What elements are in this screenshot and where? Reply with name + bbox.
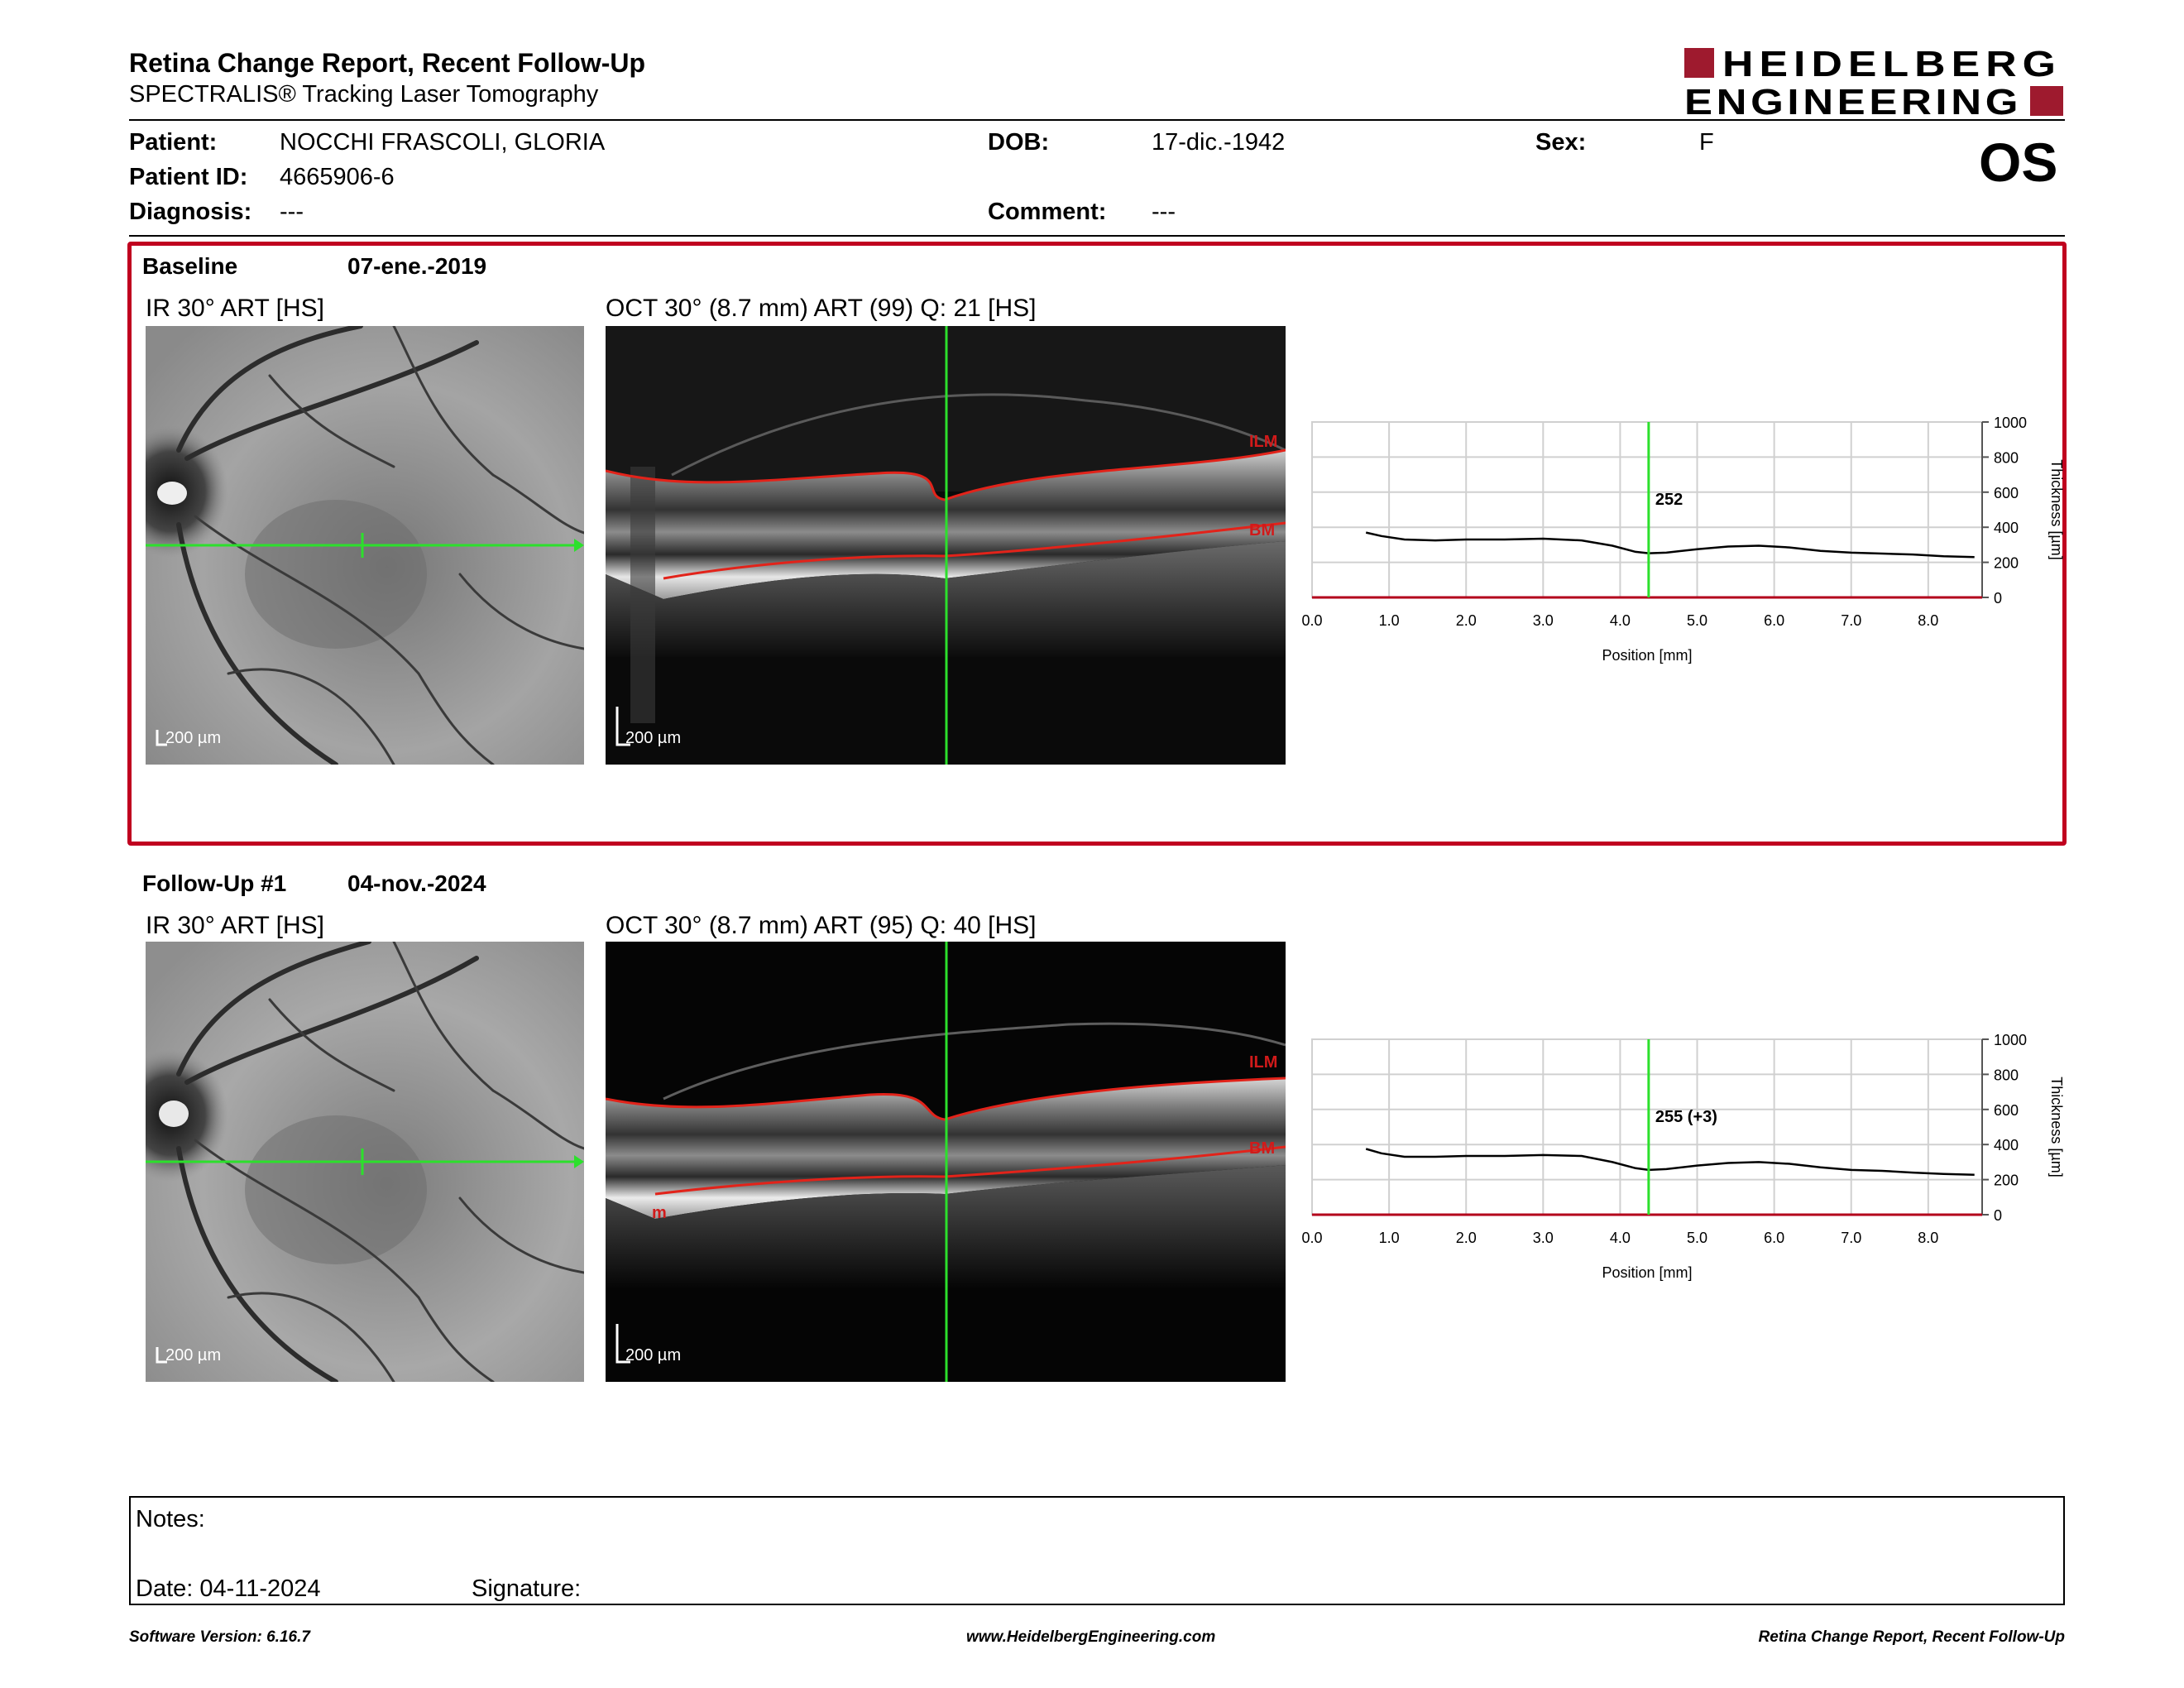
y-tick-label: 400: [1994, 1137, 2019, 1153]
y-tick-label: 0: [1994, 590, 2002, 607]
baseline-oct-image[interactable]: ILM BM 200 µm: [606, 326, 1286, 765]
x-tick-label: 7.0: [1841, 1230, 1861, 1246]
y-tick-label: 400: [1994, 520, 2019, 536]
followup-bm-label: BM: [1249, 1139, 1275, 1158]
y-tick-label: 600: [1994, 485, 2019, 501]
baseline-section: [127, 242, 2067, 846]
x-tick-label: 2.0: [1456, 612, 1477, 629]
x-tick-label: 0.0: [1301, 612, 1322, 629]
x-tick-label: 8.0: [1918, 612, 1938, 629]
baseline-label: Baseline: [142, 253, 238, 279]
followup-label: Follow-Up #1: [142, 870, 287, 896]
diagnosis-value: ---: [280, 199, 304, 225]
dob-value: 17-dic.-1942: [1152, 129, 1286, 156]
chart-grid: [1311, 421, 1983, 598]
thickness-line: [1365, 531, 1975, 559]
baseline-oct-title: OCT 30° (8.7 mm) ART (99) Q: 21 [HS]: [606, 295, 1037, 322]
patient-label: Patient:: [129, 129, 218, 156]
diagnosis-label: Diagnosis:: [129, 199, 252, 225]
baseline-ir-image[interactable]: 200 µm: [146, 326, 584, 765]
y-tick-label: 200: [1994, 555, 2019, 572]
followup-m-label: m: [652, 1204, 667, 1222]
header-divider: [129, 119, 2065, 121]
followup-date: 04-nov.-2024: [347, 870, 486, 896]
y-tick-label: 800: [1994, 449, 2019, 466]
y-axis-label: Thickness [µm]: [2048, 459, 2065, 559]
logo-line1: HEIDELBERG: [1722, 45, 2062, 84]
x-axis-label: Position [mm]: [1602, 1264, 1692, 1281]
y-tick-label: 200: [1994, 1172, 2019, 1189]
x-tick-label: 7.0: [1841, 612, 1861, 629]
x-tick-label: 5.0: [1687, 1230, 1707, 1246]
chart-grid: [1311, 1038, 1983, 1216]
followup-oct-image[interactable]: ILM BM m 200 µm: [606, 942, 1286, 1382]
y-tick-label: 600: [1994, 1102, 2019, 1119]
x-tick-label: 6.0: [1764, 1230, 1784, 1246]
date-label: Date: 04-11-2024: [136, 1575, 321, 1602]
report-title: Retina Change Report, Recent Follow-Up: [129, 48, 646, 78]
patient-id-label: Patient ID:: [129, 164, 248, 190]
x-tick-label: 5.0: [1687, 612, 1707, 629]
x-tick-label: 4.0: [1610, 1230, 1631, 1246]
plot-frame: [1311, 1038, 1983, 1216]
comment-label: Comment:: [988, 199, 1107, 225]
signature-label: Signature:: [472, 1575, 582, 1602]
followup-thickness-chart: 0.0 1.0 2.0 3.0 4.0 5.0 6.0 7.0 8.0 0 200 400 600 800…: [1301, 1032, 2065, 1281]
y-axis-label: Thickness [µm]: [2048, 1077, 2065, 1177]
patient-id: 4665906-6: [280, 164, 395, 190]
baseline-ir-scale: 200 µm: [165, 729, 221, 747]
followup-ilm-label: ILM: [1249, 1053, 1277, 1072]
baseline-date: 07-ene.-2019: [347, 253, 487, 279]
logo-line2: ENGINEERING: [1684, 82, 2022, 117]
comment-value: ---: [1152, 199, 1176, 225]
y-tick-label: 1000: [1994, 1032, 2027, 1048]
baseline-ir-title: IR 30° ART [HS]: [146, 295, 324, 322]
x-tick-label: 1.0: [1379, 612, 1400, 629]
thickness-line: [1365, 1148, 1975, 1176]
report-subtitle: SPECTRALIS® Tracking Laser Tomography: [129, 81, 599, 108]
eye-indicator: OS: [1979, 132, 2058, 193]
followup-oct-title: OCT 30° (8.7 mm) ART (95) Q: 40 [HS]: [606, 912, 1037, 939]
x-tick-label: 1.0: [1379, 1230, 1400, 1246]
x-axis-label: Position [mm]: [1602, 647, 1692, 664]
footer-report-name: Retina Change Report, Recent Follow-Up: [1758, 1628, 2065, 1646]
x-tick-label: 6.0: [1764, 612, 1784, 629]
x-tick-label: 4.0: [1610, 612, 1631, 629]
baseline-thickness-chart: 0.0 1.0 2.0 3.0 4.0 5.0 6.0 7.0 8.0 0 200 400 600 800…: [1301, 415, 2065, 664]
y-tick-label: 1000: [1994, 415, 2027, 431]
cursor-value-label: 255 (+3): [1655, 1108, 1717, 1126]
baseline-bm-label: BM: [1249, 521, 1275, 539]
notes-box[interactable]: [129, 1496, 2065, 1605]
footer-software-version: Software Version: 6.16.7: [129, 1628, 310, 1646]
followup-ir-scale: 200 µm: [165, 1346, 221, 1364]
footer-website[interactable]: www.HeidelbergEngineering.com: [966, 1628, 1216, 1646]
baseline-oct-scale: 200 µm: [625, 729, 681, 747]
x-tick-label: 0.0: [1301, 1230, 1322, 1246]
baseline-ilm-label: ILM: [1249, 433, 1277, 451]
sex-value: F: [1699, 129, 1714, 156]
patient-divider: [129, 235, 2065, 237]
cursor-value-label: 252: [1655, 491, 1683, 509]
followup-oct-scale: 200 µm: [625, 1346, 681, 1364]
y-tick-label: 0: [1994, 1207, 2002, 1224]
dob-label: DOB:: [988, 129, 1050, 156]
y-tick-label: 800: [1994, 1067, 2019, 1083]
x-tick-label: 8.0: [1918, 1230, 1938, 1246]
x-tick-label: 3.0: [1533, 1230, 1554, 1246]
heidelberg-logo: HEIDELBERG ENGINEERING: [1684, 45, 2063, 117]
followup-ir-title: IR 30° ART [HS]: [146, 912, 324, 939]
patient-name: NOCCHI FRASCOLI, GLORIA: [280, 129, 606, 156]
notes-label: Notes:: [136, 1506, 205, 1532]
plot-frame: [1311, 421, 1983, 598]
sex-label: Sex:: [1535, 129, 1587, 156]
x-tick-label: 3.0: [1533, 612, 1554, 629]
followup-ir-image[interactable]: 200 µm: [146, 942, 584, 1382]
x-tick-label: 2.0: [1456, 1230, 1477, 1246]
